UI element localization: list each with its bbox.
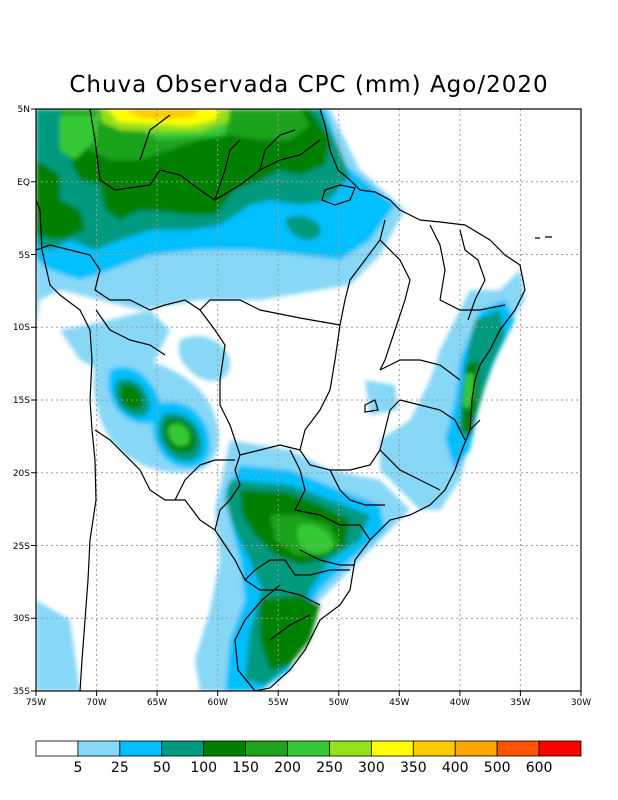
y-tick-label: 30S (13, 614, 30, 624)
colorbar-swatch (538, 740, 582, 757)
colorbar-label: 500 (484, 760, 511, 776)
x-tick-label: 70W (86, 698, 106, 708)
colorbar-swatch (77, 740, 121, 757)
y-tick-label: 15S (13, 396, 30, 406)
y-tick-label: 5S (19, 251, 31, 261)
x-tick-label: 55W (268, 698, 288, 708)
x-tick-label: 35W (510, 698, 530, 708)
y-tick-label: EQ (17, 178, 30, 188)
y-tick-label: 35S (13, 687, 30, 697)
x-tick-label: 65W (147, 698, 167, 708)
colorbar-swatch (119, 740, 163, 757)
x-tick-label: 50W (329, 698, 349, 708)
colorbar-label: 250 (316, 760, 343, 776)
y-tick-label: 5N (18, 105, 30, 115)
x-tick-label: 30W (571, 698, 591, 708)
y-tick-label: 10S (13, 323, 30, 333)
colorbar: 5 25 50 100 150 200 250 300 350 400 500 600 (35, 740, 582, 776)
y-tick-label: 25S (13, 542, 30, 552)
colorbar-label: 350 (400, 760, 427, 776)
colorbar-swatch (412, 740, 456, 757)
colorbar-swatch (496, 740, 540, 757)
colorbar-swatch (329, 740, 372, 757)
x-tick-label: 40W (450, 698, 470, 708)
colorbar-label: 100 (190, 760, 217, 776)
precipitation-field (36, 109, 581, 691)
colorbar-swatch (35, 740, 79, 757)
y-tick-label: 20S (13, 469, 30, 479)
colorbar-swatch (287, 740, 330, 757)
borders (36, 109, 552, 691)
colorbar-label: 5 (73, 760, 82, 776)
colorbar-label: 600 (526, 760, 553, 776)
colorbar-swatch (245, 740, 288, 757)
tick-marks (31, 108, 582, 696)
x-tick-label: 60W (208, 698, 228, 708)
colorbar-swatch (203, 740, 247, 757)
colorbar-label: 25 (111, 760, 129, 776)
colorbar-label: 50 (153, 760, 171, 776)
x-tick-label: 75W (26, 698, 46, 708)
colorbar-label: 150 (232, 760, 259, 776)
x-tick-label: 45W (389, 698, 409, 708)
colorbar-label: 300 (358, 760, 385, 776)
colorbar-label: 200 (274, 760, 301, 776)
colorbar-label: 400 (442, 760, 469, 776)
colorbar-swatch (161, 740, 205, 757)
colorbar-swatch (454, 740, 498, 757)
map-title: Chuva Observada CPC (mm) Ago/2020 (69, 72, 549, 98)
colorbar-swatch (370, 740, 414, 757)
